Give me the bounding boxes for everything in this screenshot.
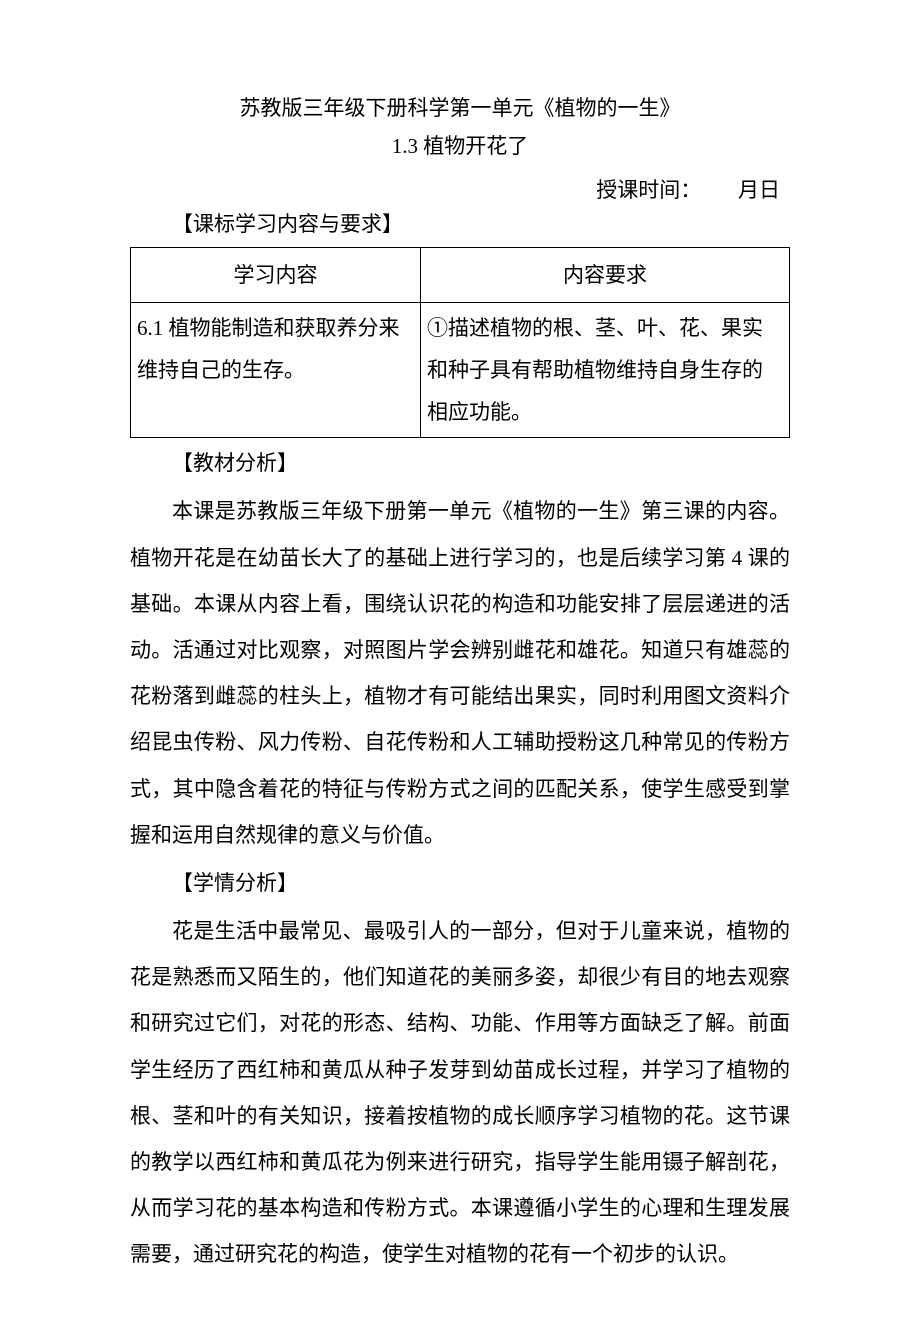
table-header-row: 学习内容 内容要求	[131, 248, 790, 303]
document-subtitle: 1.3 植物开花了	[130, 128, 790, 166]
table-col1-header: 学习内容	[131, 248, 421, 303]
date-label: 授课时间：	[596, 178, 701, 202]
analysis-section-header: 【教材分析】	[130, 440, 790, 486]
table-cell-content: 6.1 植物能制造和获取养分来维持自己的生存。	[131, 303, 421, 438]
analysis-body-text: 本课是苏教版三年级下册第一单元《植物的一生》第三课的内容。植物开花是在幼苗长大了…	[130, 488, 790, 858]
standards-section-header: 【课标学习内容与要求】	[130, 208, 790, 242]
learner-section-header: 【学情分析】	[130, 860, 790, 906]
learner-body-text: 花是生活中最常见、最吸引人的一部分，但对于儿童来说，植物的花是熟悉而又陌生的，他…	[130, 908, 790, 1278]
table-row: 6.1 植物能制造和获取养分来维持自己的生存。 ①描述植物的根、茎、叶、花、果实…	[131, 303, 790, 438]
document-title: 苏教版三年级下册科学第一单元《植物的一生》	[130, 90, 790, 128]
table-cell-requirement: ①描述植物的根、茎、叶、花、果实和种子具有帮助植物维持自身生存的相应功能。	[420, 303, 789, 438]
date-blank: 月日	[738, 178, 780, 202]
table-col2-header: 内容要求	[420, 248, 789, 303]
standards-table: 学习内容 内容要求 6.1 植物能制造和获取养分来维持自己的生存。 ①描述植物的…	[130, 247, 790, 438]
date-line: 授课时间： 月日	[130, 174, 790, 204]
